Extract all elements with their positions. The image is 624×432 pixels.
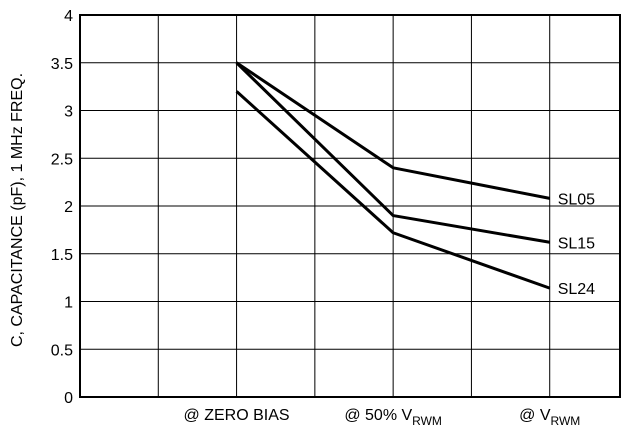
y-tick-label: 3.5 [51,56,73,73]
y-tick-labels: 0 0.5 1 1.5 2 2.5 3 3.5 4 [51,8,73,407]
series-line-sl15 [235,61,550,244]
plot-frame [79,14,621,398]
y-tick-label: 0.5 [51,342,73,359]
y-axis-label: C, CAPACITANCE (pF), 1 MHz FREQ. [9,73,26,347]
series-label-sl24: SL24 [558,281,595,298]
series-labels: SL05 SL15 SL24 [558,191,595,298]
x-tick-label: @ 50% VRWM [344,407,442,428]
series-line-sl05 [235,61,551,200]
series-label-sl05: SL05 [558,191,595,208]
y-tick-label: 0 [64,390,73,407]
y-tick-label: 2.5 [51,151,73,168]
grid-lines [80,14,620,398]
series-lines [235,61,551,290]
y-tick-label: 1 [64,295,73,312]
series-label-sl15: SL15 [558,235,595,252]
series-line-sl24 [235,90,551,290]
x-tick-label: @ ZERO BIAS [184,407,290,424]
y-tick-label: 4 [64,8,73,25]
y-tick-label: 1.5 [51,247,73,264]
x-tick-label: @ VRWM [519,407,580,428]
y-tick-label: 3 [64,104,73,121]
y-tick-label: 2 [64,199,73,216]
x-tick-labels: @ ZERO BIAS @ 50% VRWM @ VRWM [184,407,581,428]
